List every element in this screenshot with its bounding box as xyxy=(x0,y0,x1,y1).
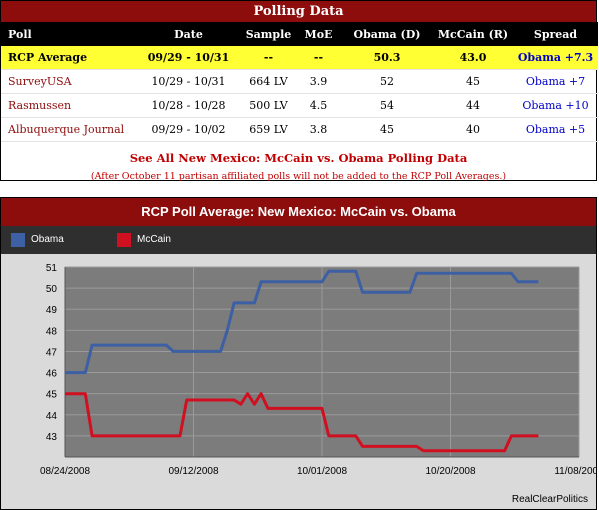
rcp-obama: 50.3 xyxy=(341,46,433,70)
poll-obama: 52 xyxy=(341,69,433,94)
poll-moe: 3.9 xyxy=(296,69,341,94)
rcp-sample: -- xyxy=(241,46,296,70)
header-date: Date xyxy=(136,22,241,46)
y-tick-label: 50 xyxy=(46,284,58,295)
header-mccain: McCain (R) xyxy=(433,22,513,46)
x-tick-label: 11/08/2008 xyxy=(554,466,597,477)
x-tick-label: 10/01/2008 xyxy=(297,466,347,477)
rcp-date: 09/29 - 10/31 xyxy=(136,46,241,70)
rcp-mccain: 43.0 xyxy=(433,46,513,70)
poll-average-chart: RCP Poll Average: New Mexico: McCain vs.… xyxy=(0,197,597,510)
header-sample: Sample xyxy=(241,22,296,46)
table-row: SurveyUSA 10/29 - 10/31 664 LV 3.9 52 45… xyxy=(1,69,598,94)
poll-obama: 45 xyxy=(341,117,433,142)
y-tick-label: 49 xyxy=(46,305,58,316)
rcp-average-row: RCP Average 09/29 - 10/31 -- -- 50.3 43.… xyxy=(1,46,598,70)
legend-label-obama: Obama xyxy=(31,234,64,245)
x-tick-label: 08/24/2008 xyxy=(40,466,90,477)
rcp-moe: -- xyxy=(296,46,341,70)
poll-obama: 54 xyxy=(341,93,433,118)
x-tick-label: 09/12/2008 xyxy=(168,466,218,477)
chart-plot-svg: 08/24/2008 09/12/2008 10/01/2008 10/20/2008… xyxy=(40,263,597,477)
y-tick-label: 44 xyxy=(46,411,58,422)
poll-sample: 500 LV xyxy=(241,93,296,118)
header-obama: Obama (D) xyxy=(341,22,433,46)
table-row: Rasmussen 10/28 - 10/28 500 LV 4.5 54 44… xyxy=(1,93,598,118)
table-header-row: Poll Date Sample MoE Obama (D) McCain (R… xyxy=(1,22,598,46)
legend-label-mccain: McCain xyxy=(137,234,171,245)
poll-spread: Obama +5 xyxy=(513,117,598,142)
y-tick-label: 51 xyxy=(46,263,58,274)
poll-moe: 3.8 xyxy=(296,117,341,142)
y-tick-label: 47 xyxy=(46,347,58,358)
legend-swatch-obama xyxy=(11,233,25,247)
poll-moe: 4.5 xyxy=(296,93,341,118)
poll-sample: 659 LV xyxy=(241,117,296,142)
poll-average-note: (After October 11 partisan affiliated po… xyxy=(90,171,507,182)
series-line-obama xyxy=(65,269,539,375)
header-moe: MoE xyxy=(296,22,341,46)
polling-table: Poll Date Sample MoE Obama (D) McCain (R… xyxy=(1,22,598,142)
legend-swatch-mccain xyxy=(117,233,131,247)
poll-mccain: 45 xyxy=(433,69,513,94)
polling-data-panel: Polling Data Poll Date Sample MoE Obama … xyxy=(0,0,598,182)
header-poll: Poll xyxy=(1,22,136,46)
chart-title: RCP Poll Average: New Mexico: McCain vs.… xyxy=(1,198,596,226)
poll-date: 10/28 - 10/28 xyxy=(136,93,241,118)
poll-link[interactable]: Albuquerque Journal xyxy=(1,117,136,142)
poll-mccain: 44 xyxy=(433,93,513,118)
y-tick-label: 46 xyxy=(46,369,58,380)
table-row: Albuquerque Journal 09/29 - 10/02 659 LV… xyxy=(1,117,598,142)
poll-link[interactable]: SurveyUSA xyxy=(1,69,136,94)
series-line-mccain xyxy=(65,392,539,453)
poll-sample: 664 LV xyxy=(241,69,296,94)
poll-spread: Obama +7 xyxy=(513,69,598,94)
poll-date: 09/29 - 10/02 xyxy=(136,117,241,142)
y-tick-label: 45 xyxy=(46,390,58,401)
rcp-spread: Obama +7.3 xyxy=(513,46,598,70)
y-tick-label: 48 xyxy=(46,326,58,337)
rcp-poll-name: RCP Average xyxy=(1,46,136,70)
x-tick-label: 10/20/2008 xyxy=(425,466,475,477)
poll-spread: Obama +10 xyxy=(513,93,598,118)
y-tick-label: 43 xyxy=(46,432,58,443)
chart-legend: Obama McCain xyxy=(1,226,596,254)
poll-mccain: 40 xyxy=(433,117,513,142)
poll-link[interactable]: Rasmussen xyxy=(1,93,136,118)
header-spread: Spread xyxy=(513,22,598,46)
polling-data-title: Polling Data xyxy=(1,1,596,22)
chart-credit: RealClearPolitics xyxy=(511,494,588,505)
see-all-polls-link[interactable]: See All New Mexico: McCain vs. Obama Pol… xyxy=(129,151,468,165)
poll-date: 10/29 - 10/31 xyxy=(136,69,241,94)
